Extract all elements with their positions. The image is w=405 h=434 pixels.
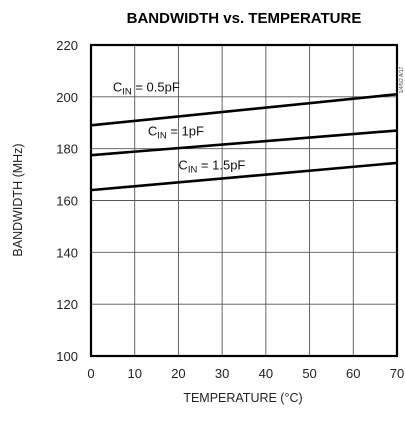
series-label: CIN = 1.5pF bbox=[178, 157, 245, 175]
y-tick-label: 220 bbox=[56, 38, 78, 53]
series-label: CIN = 1pF bbox=[148, 124, 204, 142]
y-tick-label: 160 bbox=[56, 194, 78, 209]
plot-frame bbox=[89, 43, 399, 358]
part-code: 1/4/5/2 A/17 bbox=[399, 66, 405, 93]
series-labels: CIN = 0.5pF CIN = 1pF CIN = 1.5pF bbox=[113, 80, 246, 176]
series-line bbox=[90, 92, 398, 127]
series-line bbox=[90, 129, 398, 157]
x-tick-label: 0 bbox=[87, 366, 94, 381]
chart-title: BANDWIDTH vs. TEMPERATURE bbox=[127, 10, 362, 27]
y-tick-label: 200 bbox=[56, 90, 78, 105]
series-label: CIN = 0.5pF bbox=[113, 80, 180, 98]
x-tick-label: 10 bbox=[127, 366, 141, 381]
y-tick-label: 140 bbox=[56, 245, 78, 260]
y-tick-label: 180 bbox=[56, 142, 78, 157]
x-tick-label: 70 bbox=[390, 366, 404, 381]
grid bbox=[91, 45, 397, 356]
tick-labels: 0 10 20 30 40 50 60 70 100 120 140 160 180 200 220 bbox=[56, 38, 404, 381]
x-tick-label: 60 bbox=[346, 366, 360, 381]
x-tick-label: 30 bbox=[215, 366, 229, 381]
y-tick-label: 100 bbox=[56, 349, 78, 364]
y-tick-label: 120 bbox=[56, 297, 78, 312]
x-tick-label: 50 bbox=[302, 366, 316, 381]
series-line bbox=[90, 161, 398, 192]
x-tick-label: 20 bbox=[171, 366, 185, 381]
x-tick-label: 40 bbox=[259, 366, 273, 381]
y-axis-label: BANDWIDTH (MHz) bbox=[11, 143, 25, 256]
x-axis-label: TEMPERATURE (°C) bbox=[183, 391, 302, 405]
series-lines bbox=[90, 92, 398, 192]
